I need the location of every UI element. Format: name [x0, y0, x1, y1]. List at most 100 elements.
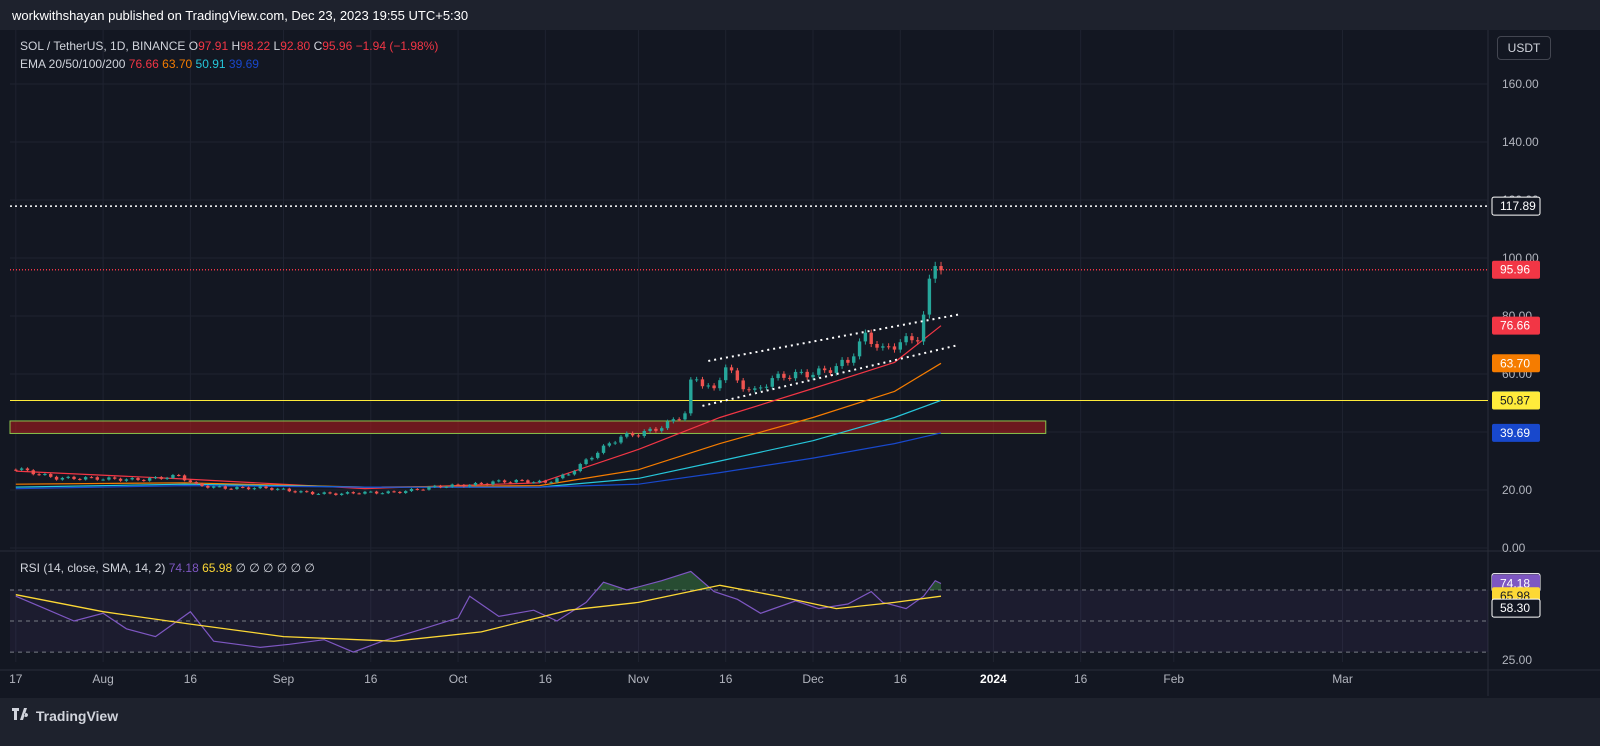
candle-body [246, 487, 251, 490]
candle-body [555, 478, 559, 483]
price-label: 117.89 [1500, 199, 1536, 213]
open-value: 97.91 [198, 39, 229, 53]
candle-body [415, 488, 420, 490]
footer-bar [0, 698, 1600, 746]
low-value: 92.80 [280, 39, 311, 53]
time-tick-label: Nov [628, 672, 649, 686]
candle-body [107, 477, 111, 480]
candle-body [910, 336, 914, 341]
candle-body [543, 480, 548, 483]
candle-body [229, 488, 233, 490]
candle-body [159, 477, 163, 479]
price-tick-label: 0.00 [1502, 541, 1526, 555]
candle-body [363, 491, 367, 494]
candle-body [799, 371, 804, 373]
time-tick-label: Feb [1163, 672, 1184, 686]
candle-body [124, 479, 129, 481]
candle-body [339, 493, 344, 495]
candle-body [72, 476, 76, 479]
price-tick-label: 160.00 [1502, 77, 1539, 91]
candle-body [857, 341, 862, 357]
candle-body [305, 491, 309, 493]
candle-body [438, 485, 443, 488]
candle-body [392, 491, 396, 493]
candle-body [113, 477, 117, 479]
candle-body [398, 491, 402, 494]
ema200-value: 39.69 [228, 57, 259, 71]
price-label-bg [1492, 423, 1540, 442]
candle-body [456, 484, 460, 486]
candle-body [403, 491, 408, 494]
candle-body [275, 488, 280, 490]
candle-body [886, 346, 891, 348]
candle-body [258, 486, 262, 489]
candle-body [118, 478, 123, 481]
candle-body [206, 485, 210, 488]
tradingview-logo[interactable]: TradingView [12, 708, 118, 724]
price-label: 39.69 [1500, 426, 1530, 440]
rsi-value: 74.18 [168, 561, 199, 575]
candle-body [43, 474, 47, 476]
ema-line-2 [15, 399, 942, 488]
support-zone [9, 420, 1047, 434]
time-tick-label: Dec [802, 672, 823, 686]
candle-body [462, 484, 466, 487]
candle-body [590, 457, 594, 460]
candle-body [892, 346, 897, 350]
symbol-label[interactable]: SOL / TetherUS, 1D, BINANCE [20, 39, 186, 53]
candle-body [293, 491, 297, 493]
candle-body [345, 492, 350, 494]
candle-body [747, 389, 751, 391]
candle-body [572, 471, 577, 475]
candle-body [532, 482, 536, 484]
candle-body [25, 468, 30, 471]
time-tick-label: 17 [9, 672, 23, 686]
candle-body [409, 488, 414, 492]
candle-body [444, 486, 449, 488]
candle-body [724, 367, 728, 381]
candle-body [223, 486, 227, 489]
candle-body [386, 491, 390, 494]
ema-label[interactable]: EMA 20/50/100/200 [20, 57, 126, 71]
ohlc-legend: SOL / TetherUS, 1D, BINANCE O97.91 H98.2… [20, 39, 438, 53]
candle-body [19, 468, 24, 470]
ema-line-1 [15, 362, 942, 488]
time-tick-label: 2024 [980, 672, 1007, 686]
high-value: 98.22 [240, 39, 271, 53]
candle-body [875, 344, 879, 348]
high-label: H [231, 39, 241, 53]
candle-body [264, 486, 268, 489]
candle-body [863, 332, 868, 342]
currency-button[interactable]: USDT [1497, 36, 1551, 60]
chart-area[interactable]: 160.00140.00120.00100.0080.0060.0020.000… [0, 30, 1600, 696]
candle-body [601, 445, 606, 453]
chart-svg[interactable]: 160.00140.00120.00100.0080.0060.0020.000… [0, 30, 1600, 696]
time-tick-label: 16 [1074, 672, 1088, 686]
candle-body [281, 488, 286, 490]
rsi-label[interactable]: RSI (14, close, SMA, 14, 2) [20, 561, 166, 575]
price-tick-label: 140.00 [1502, 135, 1539, 149]
rsi-sma-value: 65.98 [202, 561, 233, 575]
candle-body [316, 493, 321, 495]
time-tick-label: Aug [92, 672, 113, 686]
candle-body [369, 491, 373, 493]
candle-body [310, 491, 315, 495]
candle-body [764, 386, 769, 388]
candle-body [526, 480, 530, 483]
candle-body [578, 464, 582, 472]
candle-body [508, 482, 513, 484]
candle-body [933, 266, 937, 279]
candle-body [689, 379, 693, 414]
candle-body [596, 452, 600, 458]
candle-body [421, 489, 425, 491]
candle-body [846, 359, 850, 363]
candle-body [328, 492, 332, 494]
time-tick-label: 16 [539, 672, 553, 686]
close-value: 95.96 [322, 39, 353, 53]
ema100-value: 50.91 [195, 57, 226, 71]
candle-body [619, 436, 623, 443]
rsi-legend: RSI (14, close, SMA, 14, 2) 74.18 65.98 … [20, 561, 315, 575]
candle-body [374, 491, 379, 494]
price-label: 50.87 [1500, 393, 1530, 407]
candle-body [630, 433, 635, 436]
